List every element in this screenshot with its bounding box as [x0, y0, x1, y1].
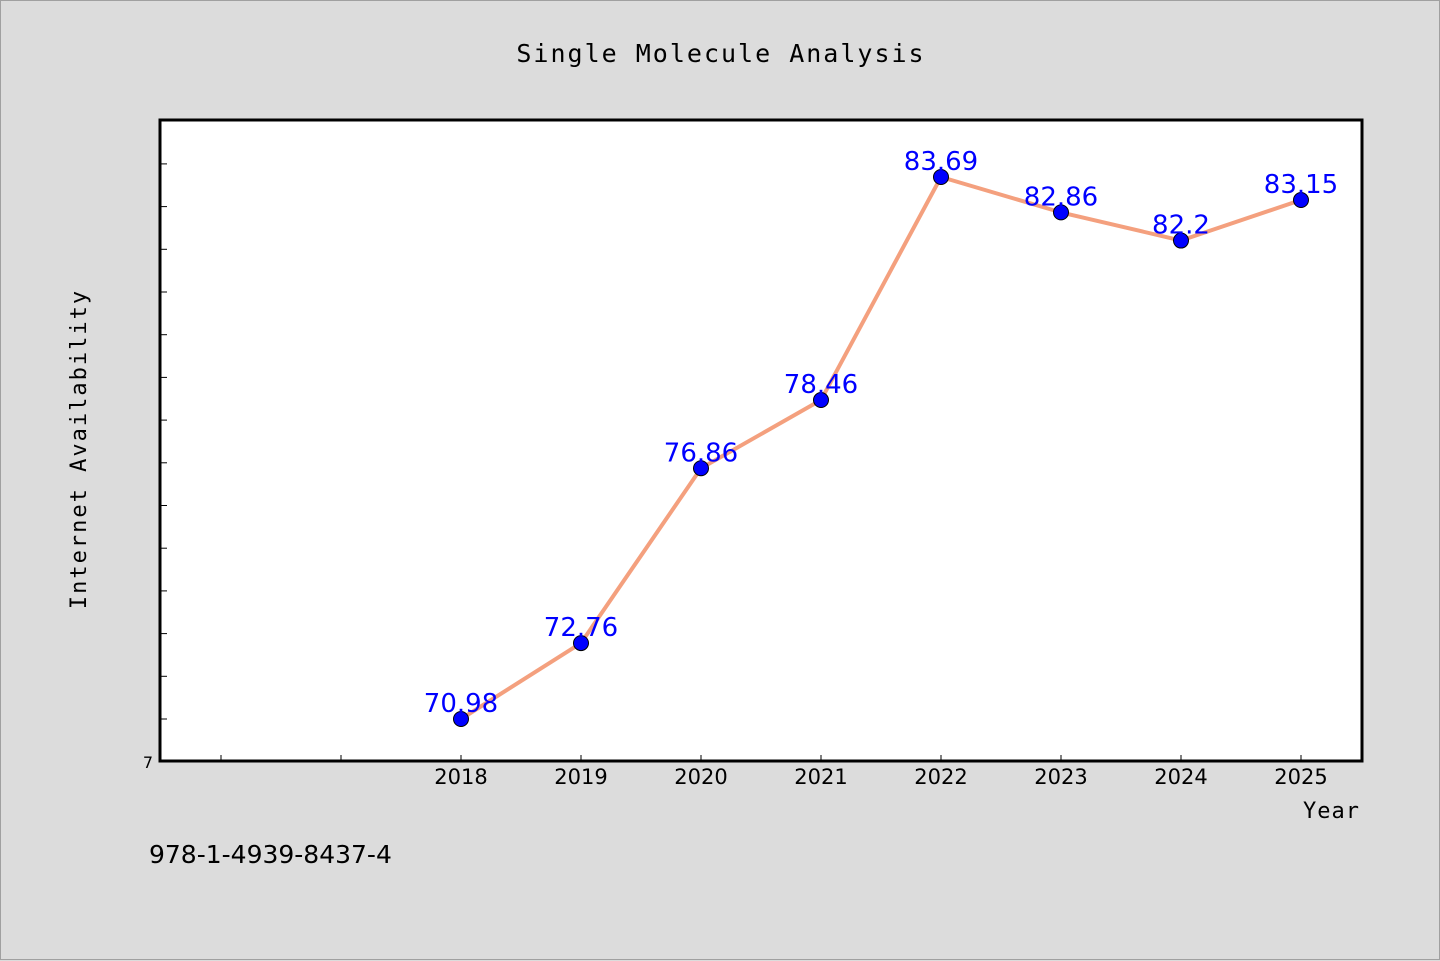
data-label: 83.69: [904, 147, 978, 177]
x-tick-labels: 2018 2019 2020 2021 2022 2023 2024 2025: [434, 765, 1327, 789]
x-tick-label: 2021: [794, 765, 847, 789]
data-point: [573, 635, 589, 652]
data-point: [1293, 192, 1309, 209]
data-point: [813, 392, 829, 409]
data-point: [1173, 232, 1189, 249]
x-tick-label: 2025: [1274, 765, 1327, 789]
data-label: 72.76: [544, 613, 618, 643]
x-tick-label: 2019: [554, 765, 607, 789]
x-tick-label: 2020: [674, 765, 727, 789]
data-point: [693, 460, 709, 477]
markers: [453, 169, 1309, 727]
data-label: 70.98: [424, 689, 498, 719]
chart-title: Single Molecule Analysis: [516, 39, 925, 68]
x-axis-label: Year: [1303, 799, 1360, 824]
data-labels: 70.98 72.76 76.86 78.46 83.69 82.86 82.2 83.15: [424, 147, 1338, 719]
x-tick-label: 2024: [1154, 765, 1207, 789]
y-ticks: [161, 163, 167, 720]
x-tick-label: 2018: [434, 765, 487, 789]
data-point: [1053, 204, 1069, 221]
data-point: [453, 711, 469, 727]
y-axis-label: Internet Availability: [67, 289, 92, 609]
data-label: 78.46: [784, 370, 858, 400]
data-label: 82.86: [1024, 182, 1098, 212]
series-line: [459, 175, 1303, 721]
y-tick-label: 7: [143, 753, 153, 772]
x-tick-label: 2023: [1034, 765, 1087, 789]
data-label: 83.15: [1264, 170, 1338, 200]
data-label: 76.86: [664, 438, 738, 468]
footer-code: 978-1-4939-8437-4: [149, 840, 392, 869]
data-label: 82.2: [1152, 211, 1210, 241]
series-line-group: [459, 175, 1303, 721]
plot-area: [158, 118, 1364, 763]
x-tick-label: 2022: [914, 765, 967, 789]
x-ticks: [220, 755, 1302, 761]
data-point: [933, 169, 949, 185]
